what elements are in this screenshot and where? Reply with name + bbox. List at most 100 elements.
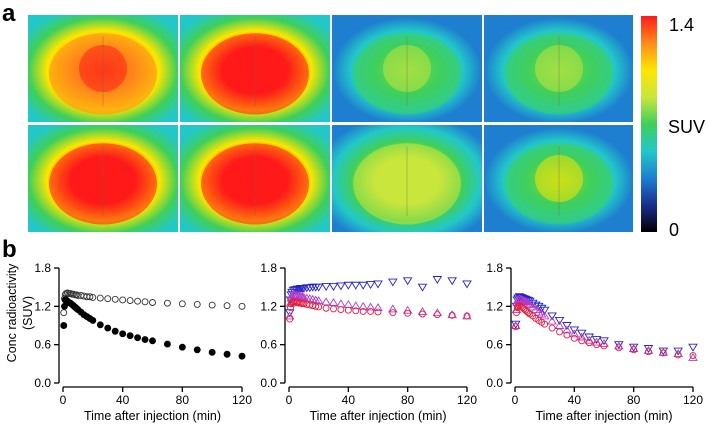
data-point xyxy=(208,301,216,309)
x-tick-label: 0 xyxy=(512,393,519,407)
x-tick-label: 40 xyxy=(116,393,130,407)
data-point xyxy=(584,335,594,344)
data-point xyxy=(193,300,201,308)
data-point xyxy=(238,302,246,310)
data-point xyxy=(539,311,550,320)
data-point xyxy=(512,323,520,331)
data-point xyxy=(328,298,339,306)
data-point xyxy=(578,337,586,345)
data-point xyxy=(352,307,360,315)
data-point xyxy=(388,278,398,287)
data-point xyxy=(291,286,302,295)
data-point xyxy=(367,307,375,315)
data-point xyxy=(658,347,669,356)
data-point xyxy=(163,340,171,348)
plot-panel-3: 0.0 0.6 1.2 1.8 0 40 80 120 Time after injection… xyxy=(486,261,703,423)
data-point xyxy=(126,297,134,305)
data-point xyxy=(321,283,331,291)
data-point xyxy=(178,343,186,351)
x-axis-title: Time after injection (min) xyxy=(84,409,221,423)
data-point xyxy=(373,303,383,312)
data-point xyxy=(569,329,580,338)
data-point xyxy=(462,280,472,289)
data-point xyxy=(402,305,413,314)
x-tick-label: 120 xyxy=(683,393,703,407)
data-point xyxy=(322,304,330,312)
data-point xyxy=(299,284,309,293)
data-point xyxy=(343,299,354,308)
series-red-circles xyxy=(286,298,471,323)
data-point xyxy=(304,284,315,293)
data-point xyxy=(290,290,300,299)
pet-image-5 xyxy=(28,125,178,232)
data-point xyxy=(350,301,361,310)
data-point xyxy=(576,329,587,338)
data-point xyxy=(365,281,376,290)
pet-image-4 xyxy=(484,15,633,122)
x-tick-label: 0 xyxy=(286,393,293,407)
data-point xyxy=(689,352,697,359)
y-tick-label: 1.2 xyxy=(486,299,503,313)
data-point xyxy=(330,305,337,313)
data-point xyxy=(570,334,578,342)
data-point xyxy=(562,322,572,330)
plot-panel-2: 0.0 0.6 1.2 1.8 0 40 80 120 Time after injection… xyxy=(260,261,477,423)
time-activity-plots: Conc radioactivity (SUV) 0.0 0.6 1.2 1.8 0 40… xyxy=(5,261,703,423)
plot-panel-1: 0.0 0.6 1.2 1.8 0 40 80 120 Time after injection… xyxy=(34,261,252,423)
data-point xyxy=(344,306,352,314)
y-axis-title-line2: (SUV) xyxy=(21,296,35,330)
data-point xyxy=(433,311,441,319)
data-point xyxy=(643,345,654,354)
pet-image-8 xyxy=(484,125,633,232)
data-point xyxy=(628,344,639,352)
data-point xyxy=(541,320,549,328)
y-tick-label: 1.2 xyxy=(34,299,51,313)
data-point xyxy=(149,337,156,345)
data-point xyxy=(599,338,609,347)
data-point xyxy=(149,299,156,306)
data-point xyxy=(615,344,623,352)
data-point xyxy=(447,277,457,286)
data-point xyxy=(119,296,127,304)
data-point xyxy=(89,293,97,301)
y-tick-label: 1.2 xyxy=(260,299,277,313)
data-point xyxy=(533,302,544,311)
y-tick-label: 1.8 xyxy=(34,261,51,275)
data-point xyxy=(536,304,547,313)
data-point xyxy=(134,334,142,342)
data-point xyxy=(432,276,443,284)
data-point xyxy=(547,316,557,325)
y-tick-label: 0.0 xyxy=(34,376,51,390)
data-point xyxy=(417,283,428,292)
data-point xyxy=(599,337,609,346)
data-point xyxy=(419,310,426,318)
data-point xyxy=(350,281,361,290)
data-point xyxy=(141,298,149,306)
data-point xyxy=(554,316,565,325)
data-point xyxy=(111,327,119,335)
data-point xyxy=(343,281,354,290)
data-point xyxy=(336,282,346,291)
data-point xyxy=(645,348,652,356)
pet-image-7 xyxy=(332,125,482,232)
x-tick-label: 80 xyxy=(401,393,415,407)
data-point xyxy=(600,342,608,350)
colorbar-gradient xyxy=(641,16,657,232)
y-tick-label: 0.6 xyxy=(486,338,503,352)
data-point xyxy=(163,299,171,307)
data-point xyxy=(674,351,682,359)
panel-a-label: a xyxy=(2,0,16,27)
data-point xyxy=(287,304,294,312)
colorbar-title: SUV xyxy=(668,117,705,137)
x-axis-title: Time after injection (min) xyxy=(535,409,672,423)
data-point xyxy=(402,277,413,286)
data-point xyxy=(358,301,368,310)
y-tick-label: 1.8 xyxy=(486,261,503,275)
data-point xyxy=(547,312,557,321)
data-point xyxy=(643,345,654,353)
data-point xyxy=(630,346,638,354)
data-point xyxy=(328,283,339,291)
x-tick-label: 0 xyxy=(60,393,67,407)
data-point xyxy=(293,291,303,299)
data-point xyxy=(359,307,367,315)
